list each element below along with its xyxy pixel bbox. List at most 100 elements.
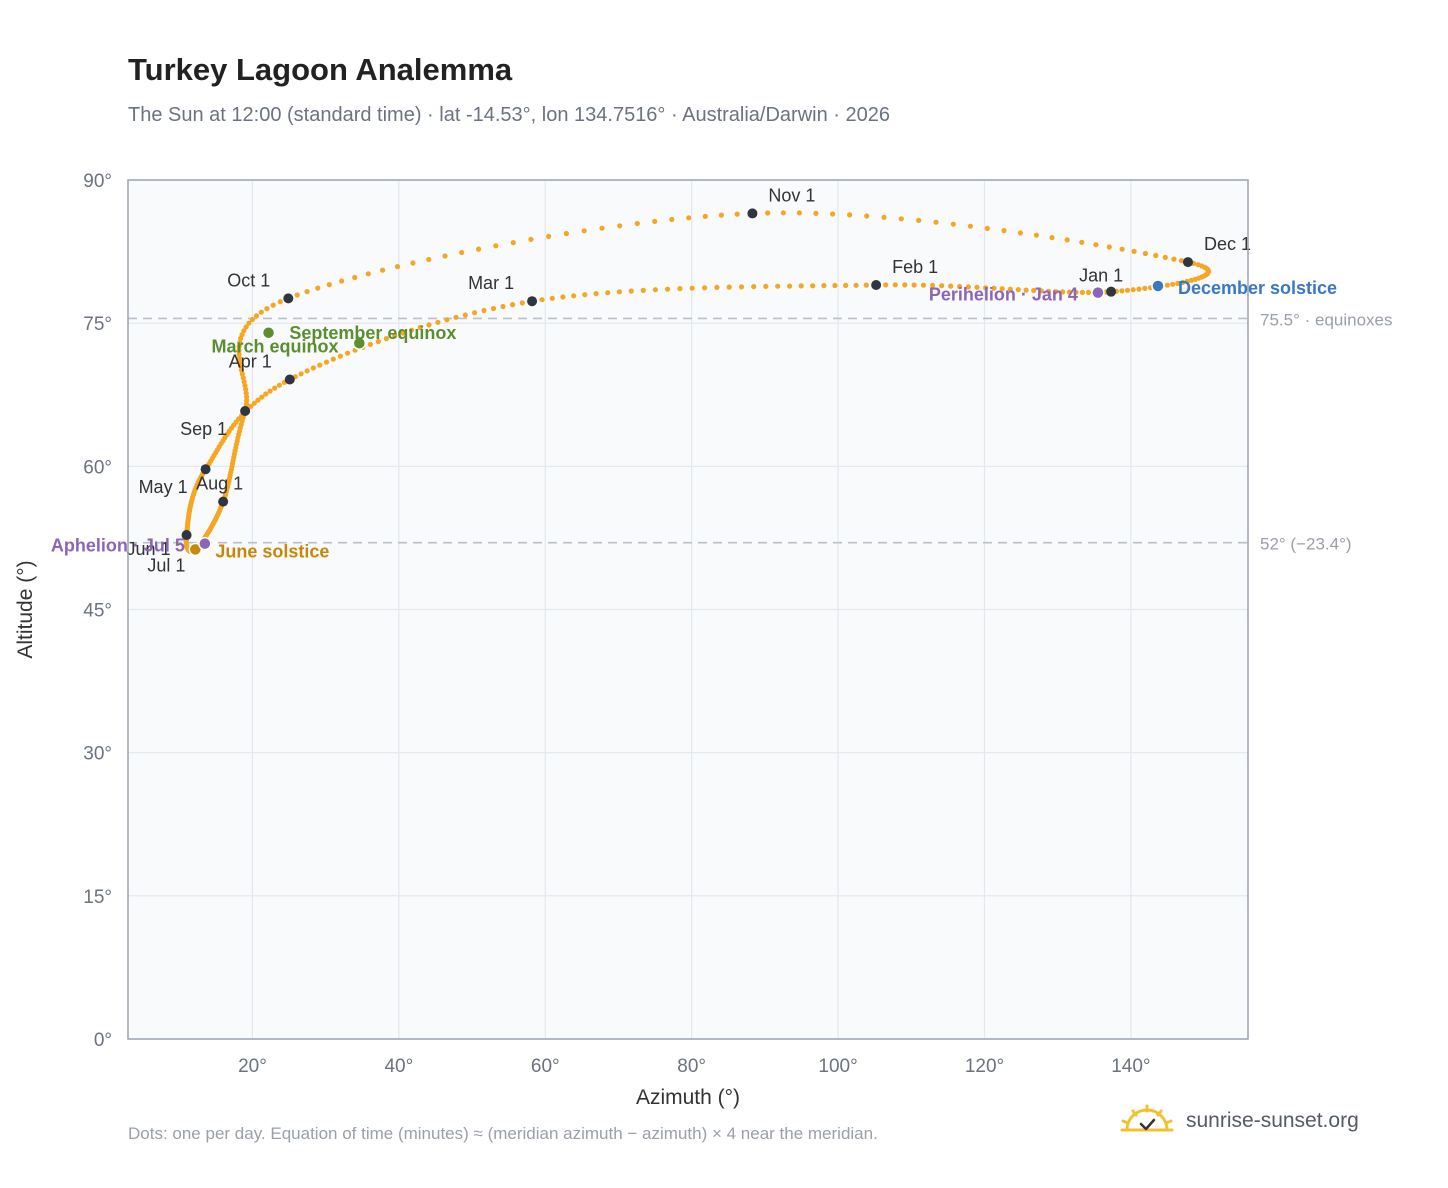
month-label: Jun 1 (127, 539, 171, 559)
brand-logo[interactable]: sunrise-sunset.org (1120, 1104, 1359, 1138)
daily-dot (999, 286, 1005, 292)
daily-dot (967, 223, 974, 229)
daily-dot (528, 236, 534, 242)
y-tick-label: 15° (83, 887, 112, 908)
daily-dot (339, 278, 345, 284)
daily-dot (239, 371, 245, 377)
daily-dot (898, 216, 904, 222)
daily-dot (238, 367, 245, 373)
daily-dot (444, 317, 450, 323)
daily-dot (1142, 250, 1148, 257)
daily-dot (1060, 289, 1066, 295)
daily-dot (1175, 280, 1181, 286)
daily-dot (983, 285, 989, 291)
month-marker (218, 496, 229, 507)
daily-dot (933, 219, 939, 225)
daily-dot (326, 282, 332, 288)
event-marker (352, 336, 367, 350)
daily-dot (1053, 289, 1059, 295)
daily-dot (426, 256, 432, 263)
daily-dot (847, 212, 853, 218)
daily-dot (974, 284, 980, 290)
event-marker (1091, 285, 1105, 300)
daily-dot (315, 285, 321, 291)
y-tick-label: 45° (83, 601, 112, 622)
event-marker (261, 325, 276, 340)
y-tick-label: 30° (83, 744, 112, 765)
daily-dot (259, 394, 265, 400)
daily-dot (270, 302, 276, 308)
daily-dot (1130, 287, 1136, 293)
daily-dot (1162, 254, 1168, 260)
daily-dot (472, 310, 478, 316)
daily-dot (239, 332, 245, 338)
month-marker (200, 464, 211, 475)
daily-dot (367, 341, 373, 347)
daily-dot (426, 322, 432, 328)
daily-dot (383, 336, 389, 342)
daily-dot (689, 285, 695, 291)
daily-dot (930, 282, 936, 288)
daily-dot (1031, 287, 1037, 294)
chart-title: Turkey Lagoon Analemma (128, 52, 513, 87)
sun-check-icon (1120, 1104, 1174, 1132)
reference-lines: 75.5° · equinoxes 52° (−23.4°) (128, 310, 1393, 554)
daily-dot (1119, 288, 1125, 294)
daily-dot (652, 287, 659, 293)
daily-dot (652, 218, 658, 224)
daily-dot (920, 282, 927, 288)
y-tick-label: 60° (83, 457, 112, 478)
event-label: June solstice (215, 541, 329, 561)
daily-dot (243, 324, 249, 330)
daily-dot (813, 210, 819, 216)
daily-dot (345, 350, 351, 356)
daily-dot (236, 351, 242, 357)
daily-dot (459, 249, 465, 256)
month-label: May 1 (139, 477, 188, 497)
daily-dot (843, 282, 849, 288)
chart-subtitle: The Sun at 12:00 (standard time) · lat -… (128, 104, 890, 126)
daily-dot (519, 300, 525, 306)
daily-dot (916, 217, 922, 223)
daily-dot (810, 283, 816, 289)
daily-dot (240, 375, 246, 381)
grid-lines (128, 179, 1248, 1040)
x-tick-label: 120° (965, 1056, 1004, 1077)
daily-dot (686, 215, 692, 221)
daily-dot (490, 305, 497, 312)
daily-dot (236, 355, 242, 361)
daily-dot (298, 371, 304, 377)
daily-dot (617, 223, 623, 229)
daily-dot (1064, 237, 1070, 243)
x-tick-label: 60° (531, 1056, 560, 1077)
month-marker (240, 405, 251, 416)
month-label: Dec 1 (1204, 234, 1251, 254)
event-label: Perihelion · Jan 4 (929, 285, 1078, 305)
daily-dot (317, 362, 323, 368)
daily-dot (481, 307, 487, 314)
daily-dot (787, 283, 793, 289)
brand-name: sunrise-sunset.org (1186, 1109, 1359, 1132)
x-tick-label: 100° (818, 1056, 857, 1077)
daily-dot (581, 228, 587, 234)
reference-line-label: 75.5° · equinoxes (1260, 310, 1393, 329)
daily-dot (677, 286, 683, 292)
daily-dot (238, 363, 244, 369)
daily-dot (249, 316, 255, 323)
month-label: Apr 1 (229, 351, 272, 371)
daily-dot (957, 283, 963, 290)
daily-dot (864, 213, 870, 219)
daily-dot (272, 385, 278, 391)
daily-dot (714, 284, 720, 290)
daily-dot (1188, 277, 1195, 283)
daily-dot (294, 292, 300, 298)
daily-dot (380, 267, 386, 273)
daily-dot (669, 216, 675, 223)
daily-dot (991, 285, 997, 291)
daily-dot (1142, 285, 1148, 291)
x-tick-label: 40° (384, 1056, 413, 1077)
daily-dot (939, 283, 945, 289)
month-label: Jul 1 (147, 555, 185, 575)
daily-dot (763, 283, 769, 289)
